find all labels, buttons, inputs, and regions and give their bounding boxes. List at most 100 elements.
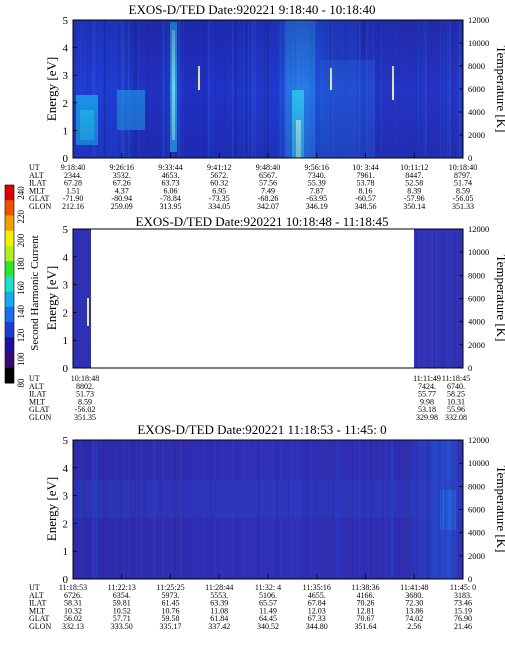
temperature-tick-label: 8000 xyxy=(468,61,485,71)
spectrum-stripe xyxy=(203,440,205,579)
spectrum-stripe xyxy=(444,229,447,368)
table-cell: 70.26 xyxy=(357,599,375,608)
colorbar-tick-label: 240 xyxy=(16,186,26,200)
spectrum-stripe xyxy=(309,440,311,579)
spectrum-stripe xyxy=(144,440,146,579)
table-cell: 350.14 xyxy=(403,202,425,211)
spectrum-stripe xyxy=(434,229,437,368)
panel-2-energy-axis: 0 1 2 3 4 5 xyxy=(63,224,77,375)
panel-3-y2label: Temperature [K] xyxy=(494,466,505,553)
table-cell: 344.80 xyxy=(306,622,328,631)
table-cell: 332.13 xyxy=(62,622,84,631)
energy-tick-label: 2 xyxy=(63,518,69,530)
colorbar-cell xyxy=(5,352,14,369)
spectrum-stripe xyxy=(352,440,354,579)
panel-1-energy-axis: 0 1 2 3 4 5 xyxy=(63,15,77,165)
table-cell: 11.08 xyxy=(210,606,228,615)
temperature-tick-label: 12000 xyxy=(468,15,489,25)
table-cell: 74.02 xyxy=(405,614,423,623)
spectrum-stripe xyxy=(390,440,392,579)
panel-2-left-marker xyxy=(87,298,89,326)
table-cell: 72.30 xyxy=(405,599,423,608)
spectrum-stripe xyxy=(161,440,164,579)
spectrum-stripe xyxy=(444,229,446,368)
table-cell: -68.26 xyxy=(258,194,279,203)
table-cell: 6.95 xyxy=(212,186,226,195)
energy-tick-label: 0 xyxy=(63,574,69,586)
spectrum-stripe xyxy=(453,440,455,579)
spectrum-stripe xyxy=(83,440,85,579)
temperature-tick-label: 12000 xyxy=(468,435,489,445)
panel-3-spectrum-background xyxy=(73,440,463,579)
spectrum-stripe xyxy=(427,229,428,368)
colorbar-cell xyxy=(5,215,14,232)
temperature-tick-label: 12000 xyxy=(468,224,489,234)
table-cell: 8447. xyxy=(405,171,423,180)
energy-tick-label: 4 xyxy=(63,252,69,264)
panel-2: EXOS-D/TED Date:920221 10:18:48 - 11:18:… xyxy=(29,214,505,422)
spectrum-stripe xyxy=(306,440,309,579)
spectrum-stripe xyxy=(73,440,74,579)
table-cell: 11:22:13 xyxy=(108,583,136,592)
table-cell: 11:18:53 xyxy=(59,583,87,592)
spectrum-stripe xyxy=(243,440,245,579)
spectrum-stripe xyxy=(133,440,135,579)
spectrum-stripe xyxy=(423,229,425,368)
spectrum-stripe xyxy=(282,440,284,579)
table-row-label: ILAT xyxy=(29,599,46,608)
spectrum-stripe xyxy=(417,440,420,579)
spectrum-stripe xyxy=(91,440,94,579)
table-cell: 15.19 xyxy=(454,606,472,615)
table-cell: 11:18:45 xyxy=(442,374,470,383)
table-cell: 5973. xyxy=(162,591,180,600)
spectrum-stripe xyxy=(431,229,434,368)
spectrum-stripe xyxy=(284,440,285,579)
spectrum-stripe xyxy=(372,440,374,579)
colorbar-tick-label: 220 xyxy=(16,210,26,224)
spectrum-stripe xyxy=(81,440,84,579)
table-cell: 5672. xyxy=(210,171,228,180)
table-cell: 13.86 xyxy=(405,606,423,615)
spectrum-stripe xyxy=(79,440,82,579)
table-cell: -57.96 xyxy=(404,194,425,203)
table-cell: 7424. xyxy=(418,382,436,391)
table-row-label: GLAT xyxy=(29,405,50,414)
colorbar-cell xyxy=(5,200,14,216)
table-cell: 65.57 xyxy=(259,599,277,608)
panel-1-plot xyxy=(72,19,464,159)
table-row-label: GLAT xyxy=(29,614,50,623)
spectrum-stripe xyxy=(405,440,408,579)
table-cell: 332.08 xyxy=(445,413,467,422)
table-cell: 6567. xyxy=(259,171,277,180)
table-cell: -60.57 xyxy=(355,194,376,203)
spectrum-stripe xyxy=(170,440,172,579)
table-cell: 4166. xyxy=(357,591,375,600)
spectrum-stripe xyxy=(440,440,442,579)
panel-2-temperature-axis: 0 2000 4000 6000 8000 10000 12000 xyxy=(459,224,489,373)
spectrum-stripe xyxy=(316,440,319,579)
table-cell: 56.02 xyxy=(64,614,82,623)
spectrum-stripe xyxy=(315,440,317,579)
table-row-label: MLT xyxy=(29,606,45,615)
table-cell: 10:11:12 xyxy=(400,163,428,172)
temperature-tick-label: 10000 xyxy=(468,247,489,257)
spectrum-stripe xyxy=(415,440,417,579)
energy-tick-label: 4 xyxy=(63,463,69,475)
table-cell: 58.25 xyxy=(447,390,465,399)
table-cell: 12.81 xyxy=(357,606,375,615)
table-cell: 351.64 xyxy=(355,622,377,631)
temperature-tick-label: 10000 xyxy=(468,458,489,468)
panel-3-stripes xyxy=(73,440,460,579)
spectrum-stripe xyxy=(160,440,162,579)
table-cell: 11:38:36 xyxy=(351,583,379,592)
table-cell: 351.35 xyxy=(74,413,96,422)
spectrum-stripe xyxy=(129,440,132,579)
panel-2-frame xyxy=(72,228,464,369)
colorbar-ticks: 80 100 120 140 160 180 200 220 240 xyxy=(16,186,26,388)
table-cell: 11:32: 4 xyxy=(255,583,281,592)
panel-1-time-ticks xyxy=(72,153,464,158)
spectrum-stripe xyxy=(102,440,105,579)
table-cell: 55.96 xyxy=(447,405,465,414)
table-cell: 11:28:44 xyxy=(205,583,233,592)
table-cell: 73.46 xyxy=(454,599,472,608)
